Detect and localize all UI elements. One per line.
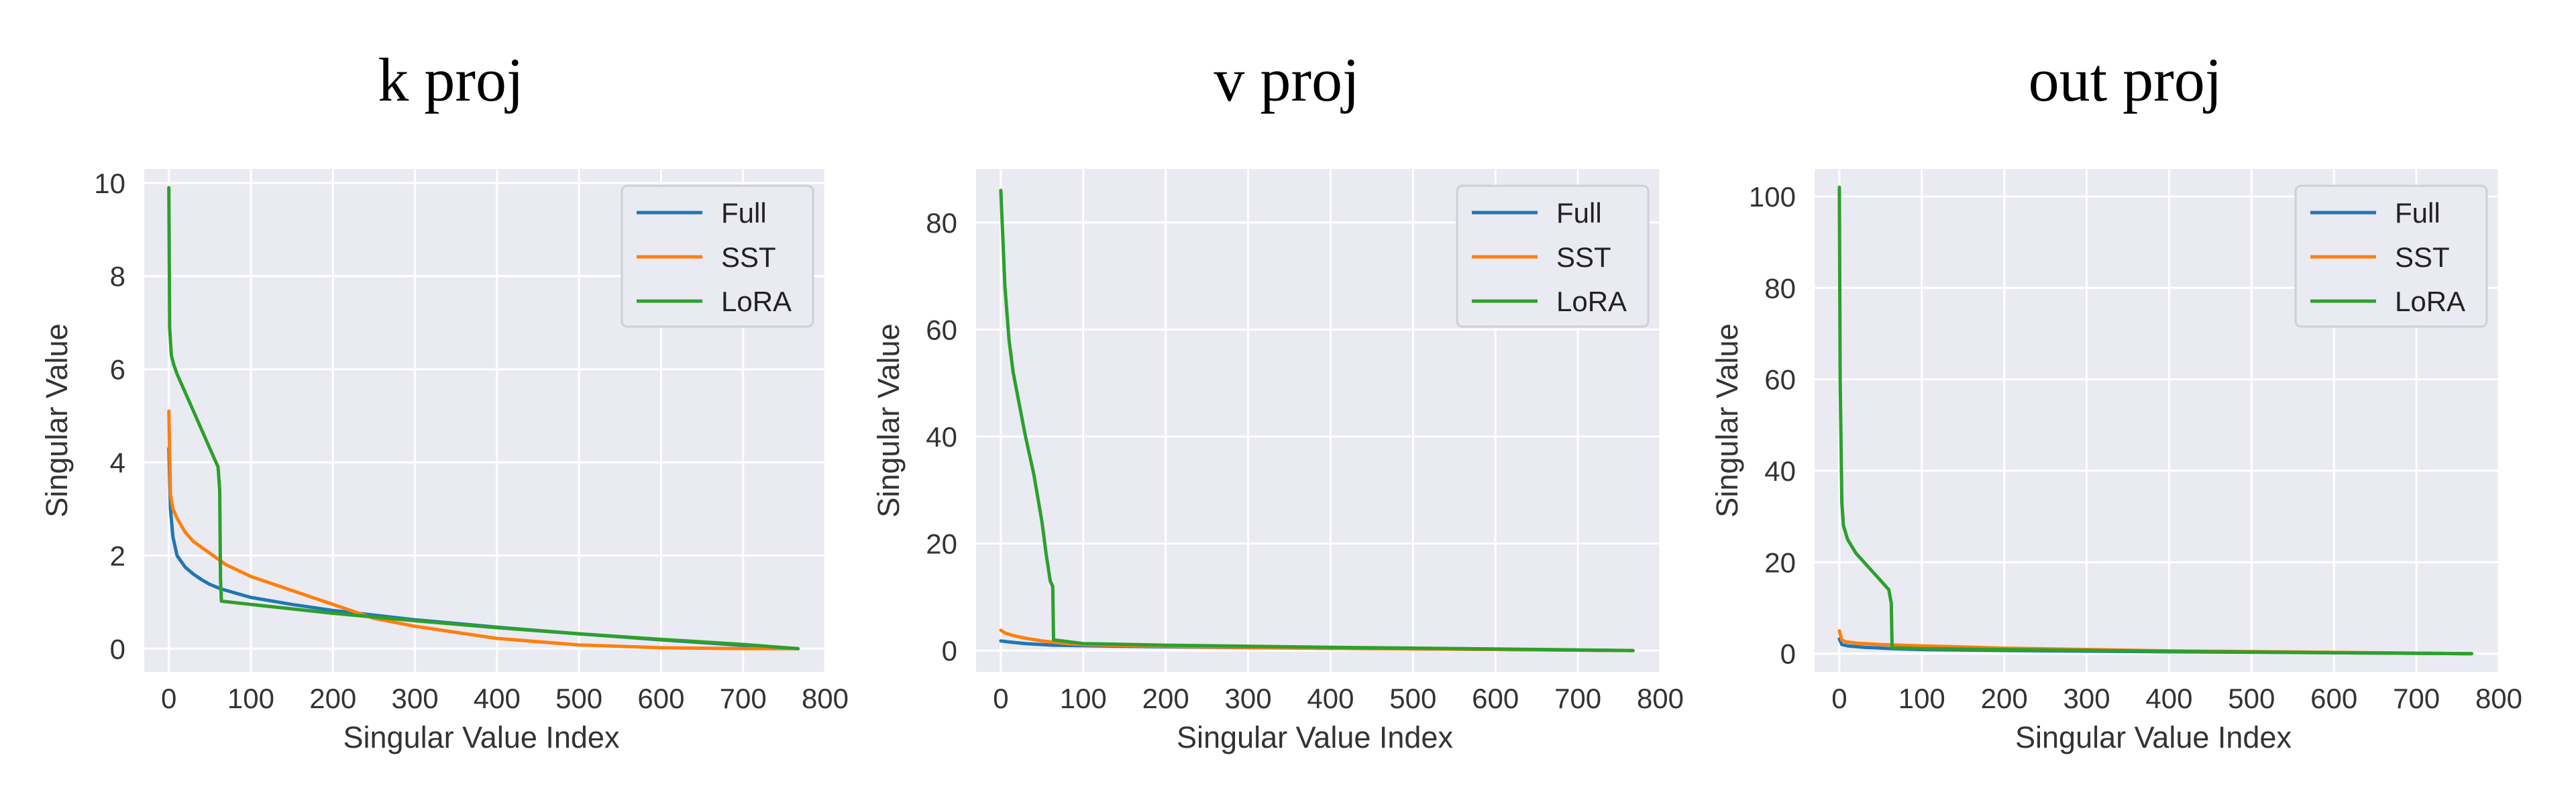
x-tick-label: 0 xyxy=(1831,683,1847,714)
x-tick-label: 500 xyxy=(1389,683,1436,714)
legend: Full SST LoRA xyxy=(2294,184,2488,328)
x-tick-label: 200 xyxy=(1142,683,1189,714)
y-tick-label: 10 xyxy=(94,168,125,199)
panel-v-proj: v proj 0 100 200 300 400 500 600 700 800 0 20 40 60 80… xyxy=(871,46,1684,754)
panel-out-proj: out proj 0 100 200 300 400 500 600 700 800 0 20 40 60… xyxy=(1710,46,2522,754)
x-tick-label: 100 xyxy=(1060,683,1107,714)
y-tick-label: 60 xyxy=(1764,364,1796,396)
x-tick-label: 700 xyxy=(2393,683,2440,714)
legend-box xyxy=(1456,184,1650,328)
y-axis-label: Singular Value xyxy=(871,323,906,517)
x-tick-label: 500 xyxy=(2228,683,2275,714)
x-tick-label: 700 xyxy=(720,683,767,714)
x-tick-label: 300 xyxy=(392,683,439,714)
y-tick-label: 8 xyxy=(110,261,125,292)
y-tick-label: 40 xyxy=(926,421,957,453)
x-tick-label: 0 xyxy=(993,683,1008,714)
x-tick-label: 300 xyxy=(2063,683,2110,714)
x-tick-label: 400 xyxy=(474,683,521,714)
x-axis-label: Singular Value Index xyxy=(343,720,620,754)
legend-label-lora: LoRA xyxy=(1556,286,1627,317)
y-tick-label: 2 xyxy=(110,540,125,571)
x-tick-label: 800 xyxy=(2475,683,2522,714)
y-axis-label: Singular Value xyxy=(40,323,74,517)
y-tick-label: 100 xyxy=(1749,181,1796,213)
legend-label-full: Full xyxy=(721,197,767,229)
legend-box xyxy=(2294,184,2488,328)
x-tick-label: 0 xyxy=(161,683,176,714)
legend-label-sst: SST xyxy=(2395,241,2450,273)
legend-label-full: Full xyxy=(1556,197,1602,229)
y-tick-label: 60 xyxy=(926,314,957,345)
y-axis-label: Singular Value xyxy=(1710,323,1744,517)
x-tick-label: 600 xyxy=(1472,683,1519,714)
x-tick-label: 500 xyxy=(555,683,602,714)
x-tick-label: 100 xyxy=(227,683,274,714)
x-tick-label: 800 xyxy=(802,683,849,714)
series-line-lora xyxy=(167,186,800,650)
legend-label-full: Full xyxy=(2395,197,2440,229)
y-tick-label: 0 xyxy=(110,633,125,665)
x-axis-label: Singular Value Index xyxy=(2015,720,2292,754)
y-tick-label: 20 xyxy=(926,528,957,560)
x-tick-label: 600 xyxy=(637,683,684,714)
y-tick-label: 6 xyxy=(110,354,125,386)
x-tick-label: 200 xyxy=(1981,683,2028,714)
y-tick-label: 0 xyxy=(1780,638,1796,670)
series-line-lora xyxy=(1837,185,2473,656)
series-line-sst xyxy=(167,409,800,650)
series-line-lora xyxy=(999,188,1635,653)
legend-label-sst: SST xyxy=(1556,241,1611,273)
legend-box xyxy=(621,184,814,328)
x-tick-label: 800 xyxy=(1637,683,1684,714)
panel-k-proj: k proj 0 100 200 300 400 500 600 700 800 0 2 4 6 8 10 Si… xyxy=(40,46,849,754)
x-tick-label: 400 xyxy=(1307,683,1354,714)
x-tick-label: 400 xyxy=(2145,683,2192,714)
chart-title: out proj xyxy=(2029,46,2222,114)
y-tick-label: 4 xyxy=(110,447,125,479)
y-tick-label: 80 xyxy=(926,207,957,239)
x-tick-label: 200 xyxy=(309,683,356,714)
y-tick-label: 20 xyxy=(1764,547,1796,578)
legend-label-sst: SST xyxy=(721,241,776,273)
legend-label-lora: LoRA xyxy=(721,286,792,317)
legend: Full SST LoRA xyxy=(621,184,814,328)
legend-label-lora: LoRA xyxy=(2395,286,2465,317)
x-tick-label: 300 xyxy=(1225,683,1272,714)
x-tick-label: 100 xyxy=(1898,683,1945,714)
y-tick-label: 0 xyxy=(942,635,957,667)
legend: Full SST LoRA xyxy=(1456,184,1650,328)
y-tick-label: 80 xyxy=(1764,272,1796,304)
x-tick-label: 700 xyxy=(1554,683,1601,714)
x-tick-label: 600 xyxy=(2310,683,2357,714)
chart-title: v proj xyxy=(1214,46,1359,114)
y-tick-label: 40 xyxy=(1764,455,1796,487)
x-axis-label: Singular Value Index xyxy=(1177,720,1453,754)
chart-title: k proj xyxy=(378,46,523,114)
